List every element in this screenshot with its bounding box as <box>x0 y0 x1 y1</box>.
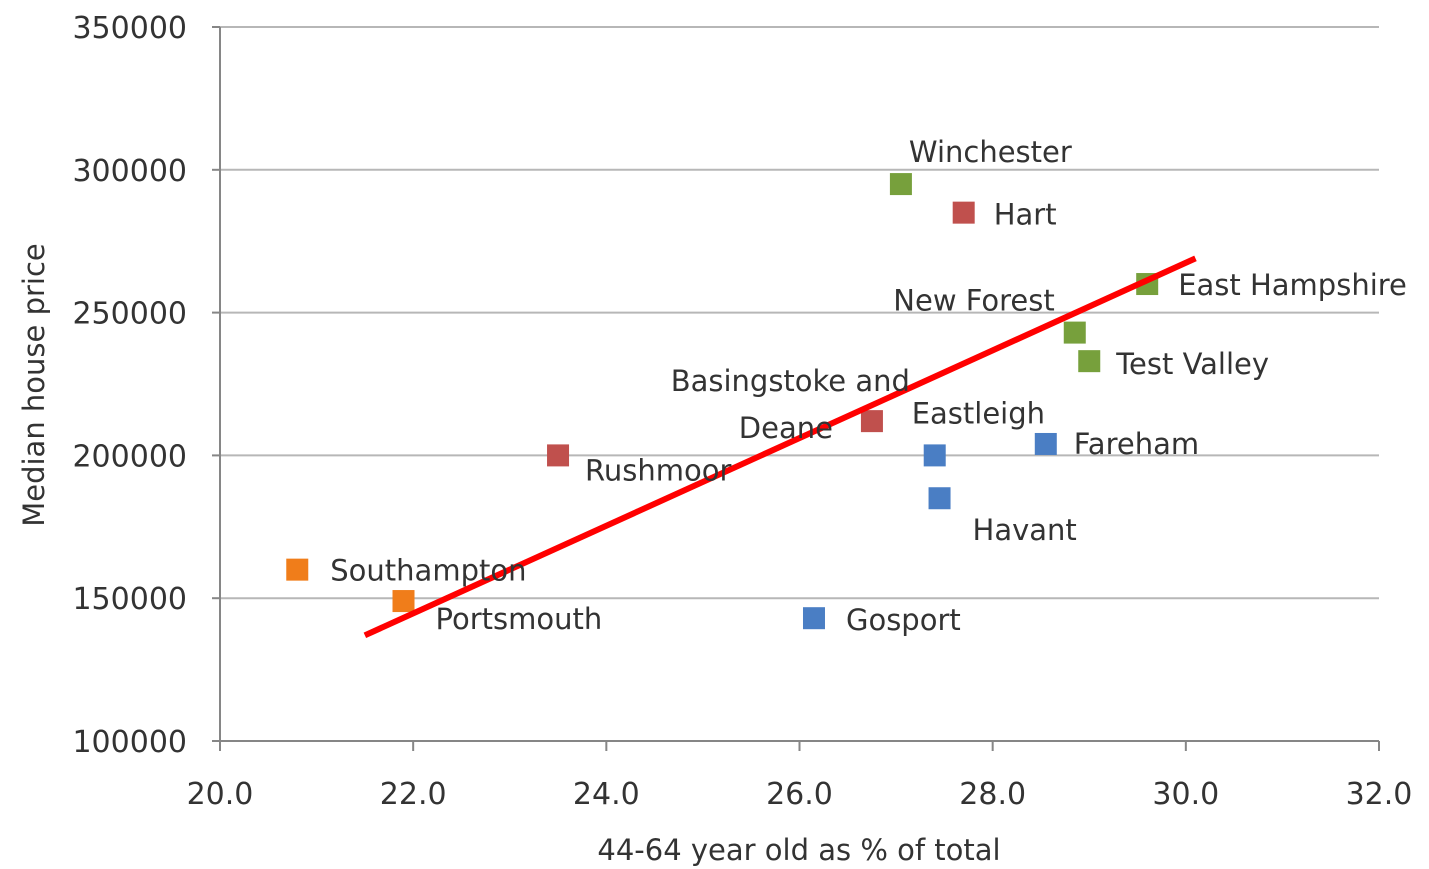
point-label-winchester: Winchester <box>909 135 1072 169</box>
trendline-group <box>363 255 1197 639</box>
data-point-havant <box>928 487 951 510</box>
point-label-new-forest: New Forest <box>893 284 1054 318</box>
data-point-fareham <box>1034 432 1057 455</box>
data-point-new-forest <box>1063 321 1086 344</box>
data-point-portsmouth <box>392 590 415 613</box>
axes <box>212 26 1380 751</box>
point-label-havant: Havant <box>973 513 1077 547</box>
trendline <box>363 255 1197 639</box>
x-tick-label: 26.0 <box>766 777 833 812</box>
data-point-eastleigh <box>923 444 946 467</box>
x-tick-label: 22.0 <box>380 777 447 812</box>
x-tick-label: 20.0 <box>187 777 254 812</box>
x-tick-label: 30.0 <box>1152 777 1219 812</box>
tick-labels: 100000 150000 200000 250000 300000 350000 20.0… <box>72 11 1412 812</box>
point-label-test-valley: Test Valley <box>1115 347 1269 381</box>
point-label-southampton: Southampton <box>330 554 526 588</box>
x-tick-label: 24.0 <box>573 777 640 812</box>
y-tick-label: 250000 <box>72 297 187 332</box>
y-tick-label: 300000 <box>72 154 187 189</box>
data-points <box>286 173 1159 630</box>
point-label-portsmouth: Portsmouth <box>436 602 603 636</box>
point-label-rushmoor: Rushmoor <box>585 453 731 487</box>
y-tick-label: 200000 <box>72 439 187 474</box>
point-label-eastleigh: Eastleigh <box>912 396 1045 430</box>
point-label-hart: Hart <box>994 198 1057 232</box>
data-point-southampton <box>286 558 309 581</box>
point-label-east-hampshire: East Hampshire <box>1178 268 1407 302</box>
point-label-basingstoke-and-deane: Basingstoke and Deane <box>671 364 910 445</box>
data-point-gosport <box>802 607 825 630</box>
x-tick-label: 28.0 <box>959 777 1026 812</box>
y-axis-title: Median house price <box>17 243 51 527</box>
point-label-fareham: Fareham <box>1074 427 1199 461</box>
data-point-rushmoor <box>547 444 570 467</box>
data-point-hart <box>952 201 975 224</box>
point-labels: Winchester Hart East Hampshire New Forest Te… <box>330 135 1407 637</box>
y-tick-label: 100000 <box>72 725 187 760</box>
y-tick-label: 350000 <box>72 11 187 46</box>
data-point-basingstoke-and-deane <box>860 410 883 433</box>
x-axis-title: 44-64 year old as % of total <box>597 833 1000 867</box>
y-tick-label: 150000 <box>72 582 187 617</box>
data-point-test-valley <box>1078 350 1101 373</box>
gridlines <box>220 26 1379 600</box>
x-tick-label: 32.0 <box>1346 777 1413 812</box>
data-point-winchester <box>889 173 912 196</box>
point-label-gosport: Gosport <box>846 603 961 637</box>
